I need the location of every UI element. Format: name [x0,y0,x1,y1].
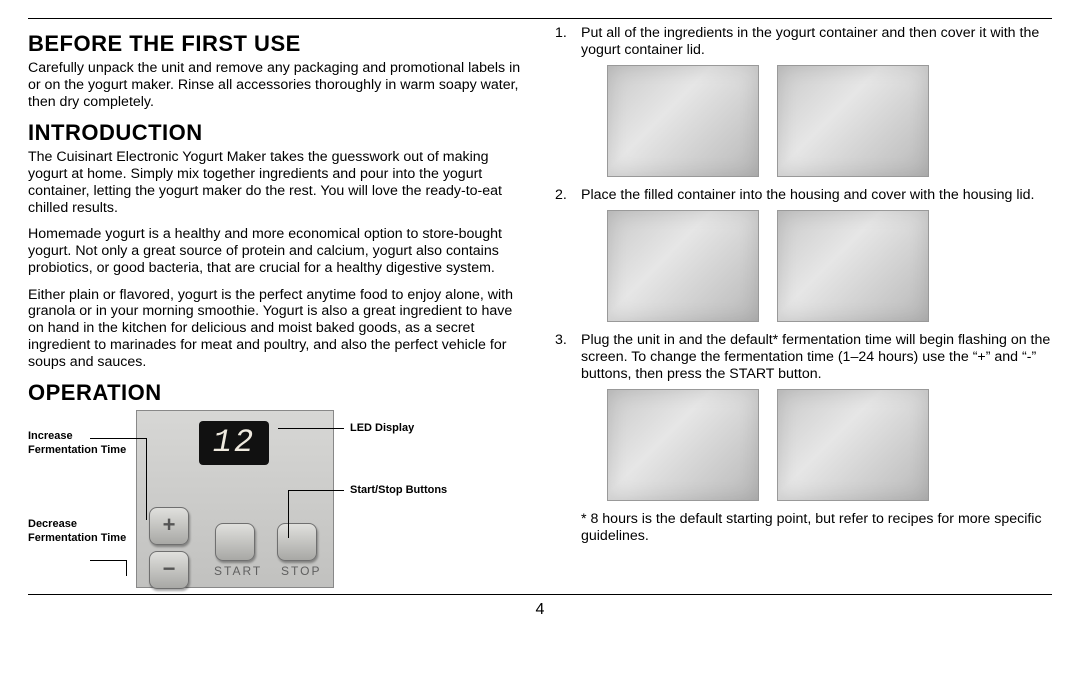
lead-line [90,438,146,439]
step-1-text: Put all of the ingredients in the yogurt… [581,25,1039,58]
step-3: Plug the unit in and the default* fermen… [555,332,1052,501]
callout-start-stop: Start/Stop Buttons [350,484,447,498]
step-3-image-b [777,389,929,501]
left-column: BEFORE THE FIRST USE Carefully unpack th… [28,25,525,588]
step-2: Place the filled container into the hous… [555,187,1052,322]
lead-line [288,490,344,491]
heading-operation: OPERATION [28,380,525,406]
step-2-images [607,210,1052,322]
lead-line [90,560,126,561]
before-first-use-text: Carefully unpack the unit and remove any… [28,60,525,110]
manual-page: BEFORE THE FIRST USE Carefully unpack th… [0,0,1080,619]
step-3-images [607,389,1052,501]
step-3-image-a [607,389,759,501]
heading-introduction: INTRODUCTION [28,120,525,146]
page-number: 4 [28,595,1052,619]
operation-steps: Put all of the ingredients in the yogurt… [555,25,1052,501]
callout-decrease: Decrease Fermentation Time [28,518,128,546]
lead-line [126,560,127,576]
increase-button: + [149,507,189,545]
step-2-image-a [607,210,759,322]
footnote: * 8 hours is the default starting point,… [555,511,1052,545]
lead-line [278,428,344,429]
stop-label: STOP [281,564,321,578]
control-panel-diagram: 12 + − START STOP Increase Fermentation … [28,410,468,588]
start-button [215,523,255,561]
intro-paragraph-1: The Cuisinart Electronic Yogurt Maker ta… [28,149,525,216]
decrease-button: − [149,551,189,589]
step-3-text: Plug the unit in and the default* fermen… [581,332,1050,382]
two-column-layout: BEFORE THE FIRST USE Carefully unpack th… [28,25,1052,588]
led-display: 12 [199,421,269,465]
stop-button [277,523,317,561]
control-panel-photo: 12 + − [136,410,334,588]
step-1-images [607,65,1052,177]
step-1: Put all of the ingredients in the yogurt… [555,25,1052,177]
top-rule [28,18,1052,19]
step-2-image-b [777,210,929,322]
callout-led: LED Display [350,422,414,436]
heading-before-first-use: BEFORE THE FIRST USE [28,31,525,57]
step-2-text: Place the filled container into the hous… [581,187,1035,203]
lead-line [288,490,289,538]
intro-paragraph-3: Either plain or flavored, yogurt is the … [28,287,525,371]
step-1-image-a [607,65,759,177]
start-label: START [214,564,262,578]
step-1-image-b [777,65,929,177]
callout-increase: Increase Fermentation Time [28,430,128,458]
intro-paragraph-2: Homemade yogurt is a healthy and more ec… [28,226,525,276]
right-column: Put all of the ingredients in the yogurt… [555,25,1052,588]
lead-line [146,438,147,520]
